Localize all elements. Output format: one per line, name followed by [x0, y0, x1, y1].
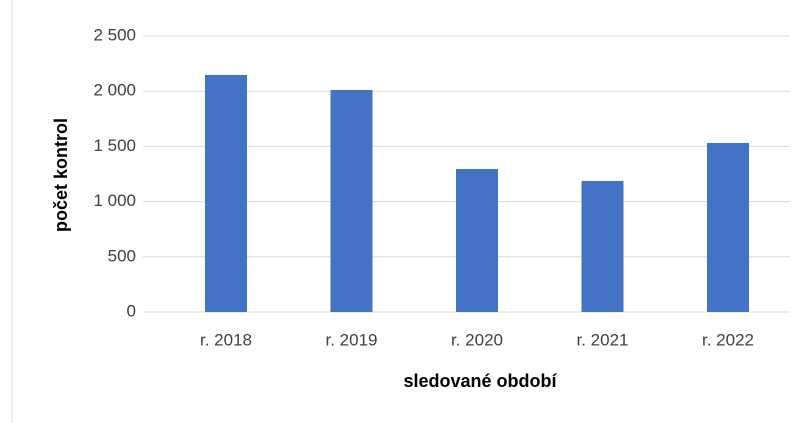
- bar: [330, 89, 373, 313]
- y-tick-label: 1 000: [93, 191, 136, 210]
- bar: [205, 74, 247, 313]
- x-axis-title: sledované období: [403, 371, 557, 391]
- y-axis-title: počet kontrol: [51, 118, 71, 232]
- bar: [456, 169, 498, 312]
- y-tick-label: 2 000: [93, 81, 136, 100]
- x-tick-label: r. 2022: [702, 330, 754, 349]
- x-tick-label: r. 2020: [451, 330, 503, 349]
- bar: [707, 142, 749, 312]
- y-tick-label: 2 500: [93, 25, 136, 44]
- x-tick-label: r. 2018: [200, 330, 252, 349]
- bar: [581, 180, 624, 312]
- y-tick-label: 0: [127, 301, 136, 320]
- chart-frame: [11, 0, 13, 423]
- y-tick-label: 1 500: [93, 136, 136, 155]
- y-tick-label: 500: [108, 246, 136, 265]
- x-tick-label: r. 2021: [577, 330, 629, 349]
- x-tick-label: r. 2019: [326, 330, 378, 349]
